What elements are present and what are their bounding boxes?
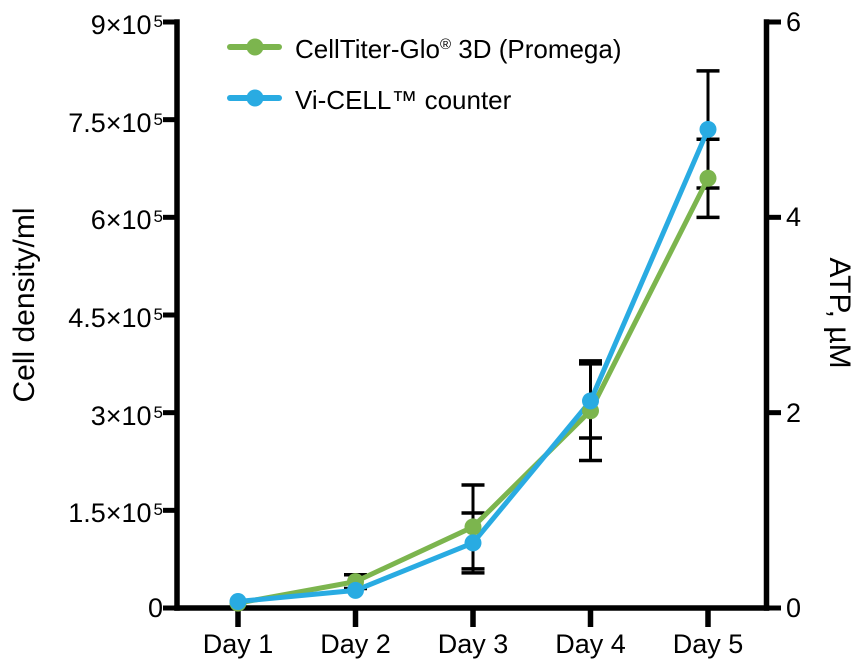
left-axis-tick-label: 3×10 5 [90, 400, 163, 431]
legend-label-celltiter-glo: CellTiter-Glo® 3D (Promega) [295, 30, 622, 64]
right-axis-tick-label: 0 [786, 593, 802, 623]
data-point [464, 518, 482, 536]
left-axis-tick-label: 9×10 5 [90, 10, 163, 40]
legend-label-vicell: Vi-CELL™ counter [295, 81, 511, 115]
legend-marker-line-blue [227, 89, 282, 107]
legend-marker-dot-blue [246, 89, 263, 107]
legend-item-celltiter-glo: CellTiter-Glo® 3D (Promega) [227, 30, 622, 64]
left-axis-tick-label: 6×10 5 [90, 205, 163, 236]
legend-marker-line-green [227, 38, 282, 56]
legend-marker-dot-green [246, 38, 263, 56]
data-point [699, 169, 717, 187]
right-axis-title: ATP, µM [823, 257, 856, 369]
x-axis-tick-label: Day 4 [555, 629, 626, 659]
x-axis-tick-label: Day 1 [202, 629, 274, 659]
data-point [229, 592, 247, 610]
right-axis-tick-label: 2 [786, 397, 802, 428]
x-axis-tick-label: Day 2 [320, 629, 391, 659]
left-axis-tick-label: 4.5×10 5 [68, 303, 163, 333]
data-point [699, 120, 717, 138]
data-point [464, 534, 482, 552]
legend-label-text: Vi-CELL™ counter [295, 85, 512, 115]
legend-item-vicell: Vi-CELL™ counter [227, 81, 511, 115]
left-axis-tick-label: 1.5×10 5 [68, 498, 163, 529]
x-axis-tick-label: Day 5 [672, 629, 744, 659]
registered-trademark-sup: ® [439, 36, 452, 53]
x-axis-tick-label: Day 3 [437, 629, 509, 659]
legend-label-text: 3D (Promega) [451, 34, 622, 64]
right-axis-tick-label: 6 [786, 7, 802, 37]
right-axis-tick-label: 4 [786, 202, 802, 233]
left-axis-tick-label: 0 [147, 593, 163, 623]
data-point [347, 581, 364, 599]
data-point [582, 392, 599, 410]
legend-label-text: CellTiter-Glo [295, 34, 440, 64]
left-axis-tick-label: 7.5×10 5 [68, 107, 163, 138]
